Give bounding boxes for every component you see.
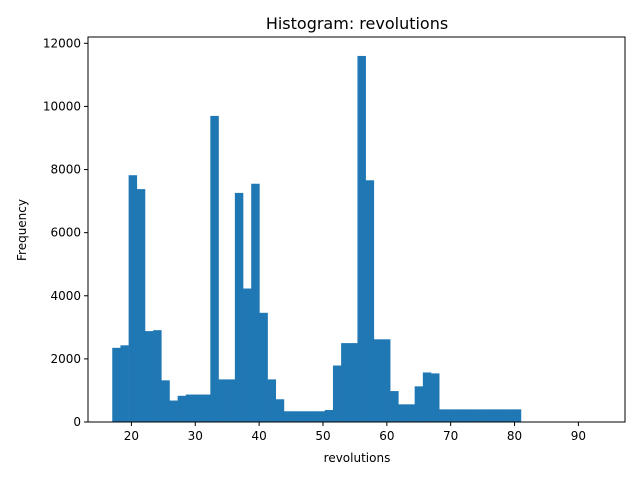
histogram-bar [349,343,358,422]
histogram-bar [504,409,514,422]
histogram-bar [341,343,350,422]
y-tick-label: 6000 [50,226,81,240]
x-tick-label: 20 [124,429,139,443]
histogram-bar [398,404,407,422]
histogram-bar [414,386,424,422]
histogram-bar [463,409,473,422]
histogram-bar [161,380,170,422]
histogram-bar [439,409,448,422]
histogram-bar [316,411,326,422]
y-tick-label: 10000 [43,99,81,113]
histogram-bar [226,379,236,422]
histogram-bar [251,183,260,422]
histogram-bar [202,394,211,422]
histogram-bar [136,189,146,422]
plot-frame [87,36,626,423]
histogram-bar [431,373,440,422]
histogram-bar [381,339,391,422]
histogram-bar [406,404,415,422]
x-axis-label: revolutions [324,451,391,465]
bars-group [112,55,522,423]
x-ticks: 20 30 40 50 60 70 80 90 [124,422,586,443]
y-tick-label: 4000 [50,289,81,303]
y-tick-label: 2000 [50,352,81,366]
x-tick-label: 90 [571,429,586,443]
histogram-bar [267,379,277,422]
histogram-bar [218,379,227,422]
histogram-bar [373,339,383,422]
histogram-bar [332,365,342,422]
histogram-bar [455,409,465,422]
y-tick-label: 8000 [50,163,81,177]
histogram-bar [422,372,432,422]
histogram-bar [488,409,497,422]
y-ticks: 0 2000 4000 6000 8000 10000 12000 [43,36,88,429]
histogram-bar [496,409,505,422]
y-tick-label: 12000 [43,36,81,50]
histogram-bar [275,399,285,422]
histogram-bar [471,409,481,422]
histogram-bar [292,411,301,422]
histogram-bar [480,409,489,422]
histogram-bar [128,175,138,422]
histogram-bar [300,411,309,422]
histogram-bar [193,394,203,422]
y-axis-label: Frequency [15,199,29,261]
x-tick-label: 30 [188,429,203,443]
histogram-bar [512,409,522,422]
x-tick-label: 50 [315,429,330,443]
histogram-bar [169,400,178,422]
histogram-bar [390,391,399,422]
histogram-bar [365,180,375,422]
histogram-bar [234,192,244,422]
y-tick-label: 0 [73,415,81,429]
histogram-bar [324,410,334,422]
histogram-bar [144,331,154,422]
histogram-bar [120,345,129,422]
histogram-bar [153,330,162,422]
histogram-bar [357,55,366,423]
histogram-bar [308,411,317,422]
x-tick-label: 80 [507,429,522,443]
histogram-bar [447,409,456,422]
histogram-bar [243,288,252,422]
x-tick-label: 40 [251,429,266,443]
histogram-bar [112,347,121,422]
histogram-bar [177,395,187,422]
x-tick-label: 70 [443,429,458,443]
histogram-bar [210,115,219,423]
chart-title: Histogram: revolutions [266,14,448,33]
histogram-bar [185,394,195,422]
x-tick-label: 60 [379,429,394,443]
histogram-bar [259,312,268,422]
histogram-bar [283,411,293,422]
